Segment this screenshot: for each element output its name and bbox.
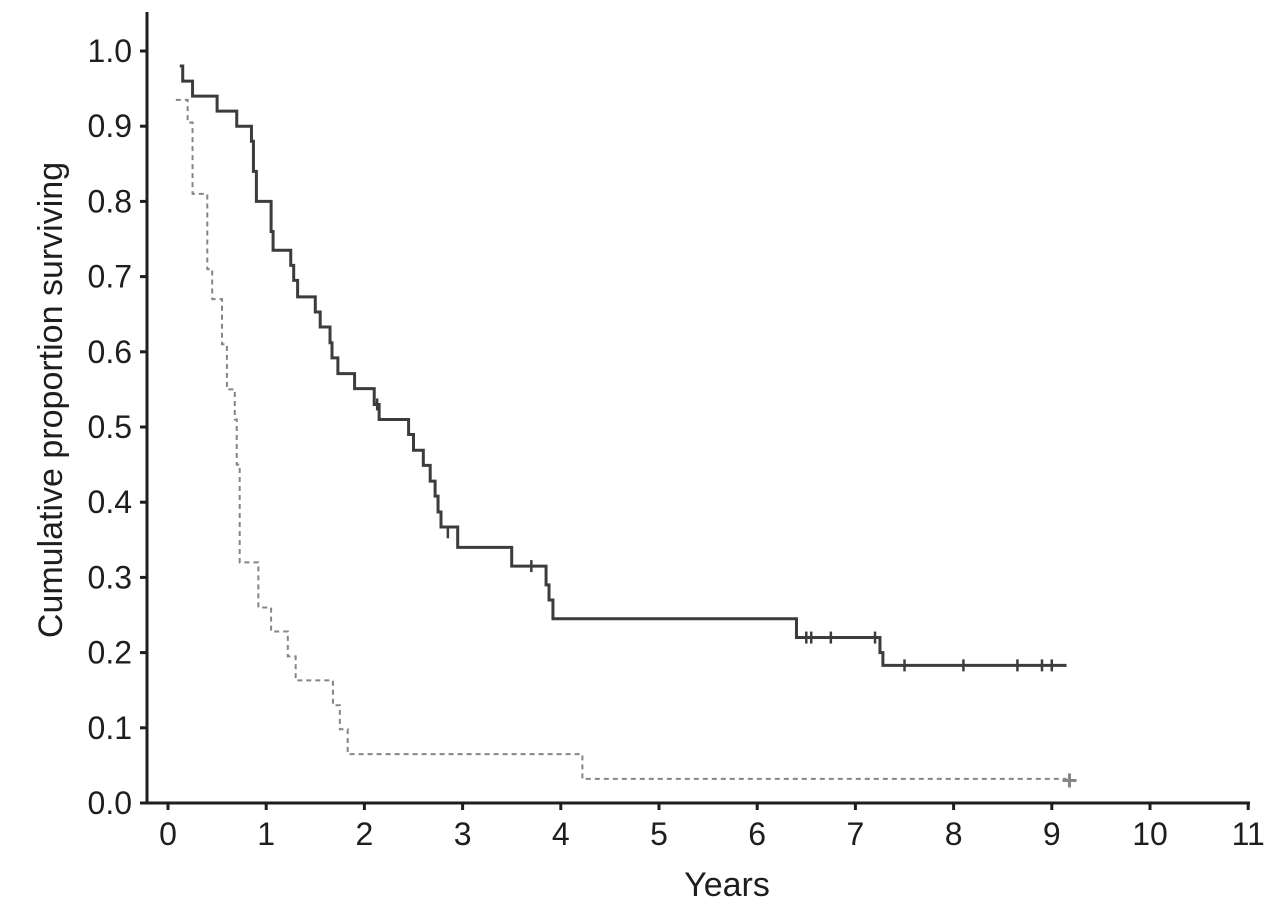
y-tick-label: 0.5 bbox=[88, 409, 132, 445]
x-tick-label: 1 bbox=[257, 816, 275, 852]
x-tick-label: 6 bbox=[748, 816, 766, 852]
series-layer bbox=[175, 64, 1077, 788]
x-tick-label: 0 bbox=[159, 816, 177, 852]
x-tick-label: 7 bbox=[847, 816, 865, 852]
y-tick-label: 1.0 bbox=[88, 33, 132, 69]
y-tick-label: 0.7 bbox=[88, 259, 132, 295]
y-tick-label: 0.6 bbox=[88, 334, 132, 370]
x-tick-label: 11 bbox=[1232, 816, 1265, 852]
y-tick-label: 0.9 bbox=[88, 108, 132, 144]
y-tick-label: 0.1 bbox=[88, 710, 132, 746]
y-tick-label: 0.2 bbox=[88, 635, 132, 671]
x-tick-label: 2 bbox=[356, 816, 374, 852]
y-tick-label: 0.4 bbox=[88, 484, 132, 520]
x-tick-label: 5 bbox=[650, 816, 668, 852]
x-tick-label: 9 bbox=[1043, 816, 1061, 852]
x-tick-label: 4 bbox=[552, 816, 570, 852]
x-tick-label: 3 bbox=[454, 816, 472, 852]
y-ticks: 0.0 0.1 0.2 0.3 0.4 0.5 0.6 0.7 0.8 0.9 1.0 bbox=[88, 33, 147, 821]
series-line-group-1 bbox=[179, 64, 1067, 667]
y-axis-title: Cumulative proportion surviving bbox=[32, 162, 70, 638]
x-tick-label: 10 bbox=[1132, 816, 1168, 852]
y-tick-label: 0.3 bbox=[88, 559, 132, 595]
x-tick-label: 8 bbox=[945, 816, 963, 852]
y-tick-label: 0.0 bbox=[88, 785, 132, 821]
x-ticks: 0 1 2 3 4 5 6 7 8 9 10 11 bbox=[159, 803, 1265, 852]
axes bbox=[145, 12, 1250, 805]
y-tick-label: 0.8 bbox=[88, 183, 132, 219]
series-line-group-2 bbox=[175, 98, 1067, 780]
x-axis-title: Years bbox=[684, 866, 770, 904]
